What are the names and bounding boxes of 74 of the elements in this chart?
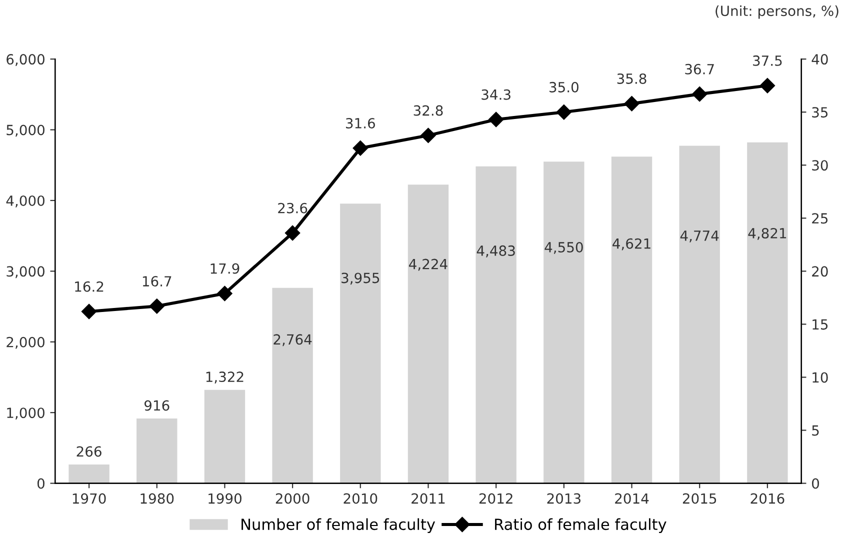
bar xyxy=(408,184,449,484)
x-tick-label: 1980 xyxy=(140,493,174,504)
data-label: 4,621 xyxy=(612,238,650,250)
data-label: 2,764 xyxy=(274,334,312,346)
y2-tick-label: 15 xyxy=(812,319,828,330)
data-label: 35.8 xyxy=(617,73,646,84)
data-label: 35.0 xyxy=(550,82,578,92)
y2-tick-label: 5 xyxy=(812,425,819,436)
x-tick-label: 2016 xyxy=(750,493,784,504)
data-label: 916 xyxy=(144,400,170,411)
point xyxy=(217,286,232,302)
x-tick-label: 2012 xyxy=(479,493,512,504)
legend-label: Number of female faculty xyxy=(242,518,436,534)
y2-tick-label: 20 xyxy=(812,266,828,277)
legend-label: Ratio of female faculty xyxy=(495,518,666,534)
bar xyxy=(204,390,246,484)
point xyxy=(488,112,504,128)
data-label: 16.2 xyxy=(75,281,104,292)
bar xyxy=(476,166,516,484)
data-label: 31.6 xyxy=(346,118,375,128)
point xyxy=(352,140,368,156)
point xyxy=(420,128,436,143)
y2-tick-label: 25 xyxy=(812,213,828,224)
y-tick-label: 2,000 xyxy=(6,336,44,349)
x-tick-label: 2015 xyxy=(682,493,716,504)
data-label: 266 xyxy=(76,446,102,457)
x-tick-label: 1970 xyxy=(72,493,106,504)
bar xyxy=(68,464,110,484)
bar xyxy=(679,146,720,484)
bar xyxy=(272,288,313,484)
y-tick-label: 4,000 xyxy=(6,195,44,208)
y-tick-label: 6,000 xyxy=(6,54,44,66)
x-tick-label: 1990 xyxy=(208,493,242,504)
bar xyxy=(136,418,178,484)
data-label: 34.3 xyxy=(482,89,510,100)
text: (Unit: persons, %) xyxy=(716,5,838,19)
point xyxy=(149,298,164,314)
y2-tick-label: 30 xyxy=(812,160,828,171)
data-label: 36.7 xyxy=(685,64,714,74)
bar xyxy=(544,162,584,484)
x-tick-label: 2000 xyxy=(276,493,310,504)
data-label: 3,955 xyxy=(342,272,380,285)
data-label: 4,821 xyxy=(748,228,786,240)
data-label: 23.6 xyxy=(278,202,308,214)
point xyxy=(692,86,708,102)
y2-tick-label: 10 xyxy=(812,372,828,383)
data-label: 16.7 xyxy=(142,276,172,287)
y2-tick-label: 0 xyxy=(812,478,819,489)
bar xyxy=(747,142,788,484)
y-tick-label: 0 xyxy=(37,478,44,489)
x-tick-label: 2013 xyxy=(547,493,580,504)
point xyxy=(624,96,640,112)
point xyxy=(81,304,97,320)
y2-tick-label: 40 xyxy=(812,54,828,65)
point xyxy=(284,225,300,241)
bar xyxy=(340,204,381,484)
y-tick-label: 3,000 xyxy=(6,266,44,278)
x-tick-label: 2011 xyxy=(412,493,445,504)
bar xyxy=(611,156,652,484)
data-label: 4,224 xyxy=(409,258,448,271)
x-tick-label: 2010 xyxy=(344,493,378,504)
data-label: 4,774 xyxy=(680,230,719,242)
data-label: 4,483 xyxy=(476,245,515,258)
point xyxy=(556,104,572,120)
point xyxy=(760,78,776,94)
data-label: 17.9 xyxy=(210,263,240,274)
data-label: 37.5 xyxy=(753,55,782,66)
y2-tick-label: 35 xyxy=(812,107,828,118)
data-label: 32.8 xyxy=(414,105,443,116)
y-tick-label: 1,000 xyxy=(7,408,44,420)
data-label: 4,550 xyxy=(544,242,583,254)
data-label: 1,322 xyxy=(206,372,244,384)
x-tick-label: 2014 xyxy=(615,493,649,504)
y-tick-label: 5,000 xyxy=(6,124,44,137)
